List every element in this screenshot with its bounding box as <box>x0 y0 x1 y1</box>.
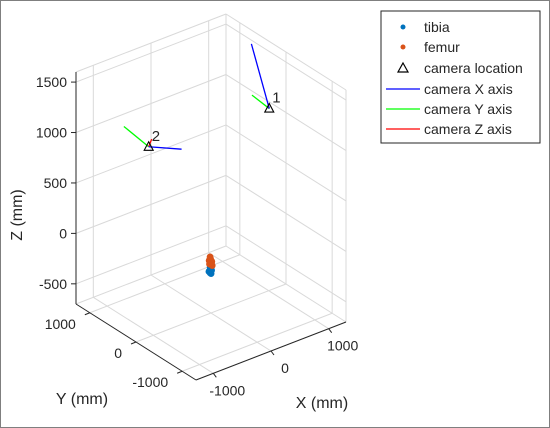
axes <box>71 72 347 381</box>
grid-lines <box>75 13 347 374</box>
y-tick-label: 0 <box>114 345 122 361</box>
camera-2-x-axis-line <box>148 146 182 150</box>
grid-line-z-side <box>225 174 347 252</box>
legend-label-camera-location: camera location <box>424 60 523 76</box>
legend-entry-camera-location: camera location <box>396 60 523 76</box>
grid-line-z-back <box>75 174 227 234</box>
y-tick-label: -1000 <box>132 374 168 390</box>
grid-line-z-side <box>225 225 347 303</box>
legend-marker-tibia <box>400 24 406 30</box>
legend-label-tibia: tibia <box>424 19 450 35</box>
legend-marker-camera-location <box>396 61 410 73</box>
legend: tibia femur camera location camera X axi… <box>380 10 541 144</box>
legend-label-femur: femur <box>424 39 460 55</box>
legend-box <box>380 10 541 144</box>
grid-line-z-side <box>225 74 347 151</box>
y-tick-mark <box>130 341 137 345</box>
grid-line-z-back <box>75 225 227 285</box>
x-tick-mark <box>328 328 333 333</box>
tick-labels: -1000 0 1000 -1000 0 1000 -500 0 500 1000 1500 <box>36 74 359 398</box>
grid-line-y-floor <box>135 283 287 343</box>
camera-2-y-axis-line <box>123 125 150 148</box>
grid-line-z-back <box>75 124 227 184</box>
grid-line-z-side <box>225 124 347 202</box>
camera-1-y-axis-line <box>251 94 270 110</box>
legend-entry-femur: femur <box>400 39 460 55</box>
grid-line-y-floor <box>181 312 333 372</box>
y-tick-mark <box>84 312 91 316</box>
legend-label-camera-y-axis: camera Y axis <box>424 101 512 117</box>
y-tick-mark <box>176 370 183 374</box>
grid-line-z-back <box>75 74 227 133</box>
z-axis-label: Z (mm) <box>9 189 26 241</box>
legend-entry-camera-y-axis: camera Y axis <box>386 101 512 117</box>
z-tick-label: 1000 <box>36 125 67 141</box>
y-tick-label: 1000 <box>45 316 76 332</box>
grid-line-z-back <box>75 23 227 83</box>
data-marks: 12 <box>123 43 281 277</box>
camera-1-location-marker <box>263 102 275 113</box>
z-tick-label: -500 <box>39 276 67 292</box>
x-tick-label: 0 <box>281 360 289 376</box>
legend-entry-camera-x-axis: camera X axis <box>386 81 513 97</box>
camera-2-label: 2 <box>152 128 160 145</box>
camera-1-label: 1 <box>272 90 280 107</box>
legend-entry-camera-z-axis: camera Z axis <box>386 121 512 137</box>
legend-marker-femur <box>400 44 406 50</box>
z-tick-label: 1500 <box>36 74 67 90</box>
legend-label-camera-z-axis: camera Z axis <box>424 121 512 137</box>
legend-label-camera-x-axis: camera X axis <box>424 81 513 97</box>
x-tick-label: -1000 <box>209 382 245 398</box>
grid-line-z-side <box>225 23 347 101</box>
x-tick-mark <box>270 350 275 356</box>
z-tick-label: 0 <box>59 225 67 241</box>
y-axis-label: Y (mm) <box>56 391 108 408</box>
camera-1-x-axis-line <box>250 43 270 109</box>
legend-entry-tibia: tibia <box>400 19 450 35</box>
x-axis-label: X (mm) <box>296 395 348 412</box>
z-tick-label: 500 <box>44 175 68 191</box>
camera-2-z-axis-line <box>148 138 153 148</box>
femur-point <box>206 260 214 268</box>
grid-line-y-floor <box>89 254 241 314</box>
x-tick-label: 1000 <box>327 338 358 354</box>
camera-2-location-marker <box>143 140 155 151</box>
x-tick-mark <box>212 373 217 378</box>
